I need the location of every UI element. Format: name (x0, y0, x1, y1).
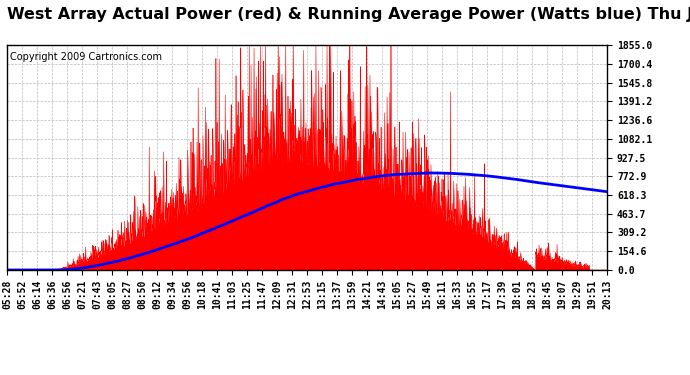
Text: Copyright 2009 Cartronics.com: Copyright 2009 Cartronics.com (10, 52, 162, 62)
Text: West Array Actual Power (red) & Running Average Power (Watts blue) Thu Jun 11 20: West Array Actual Power (red) & Running … (7, 8, 690, 22)
